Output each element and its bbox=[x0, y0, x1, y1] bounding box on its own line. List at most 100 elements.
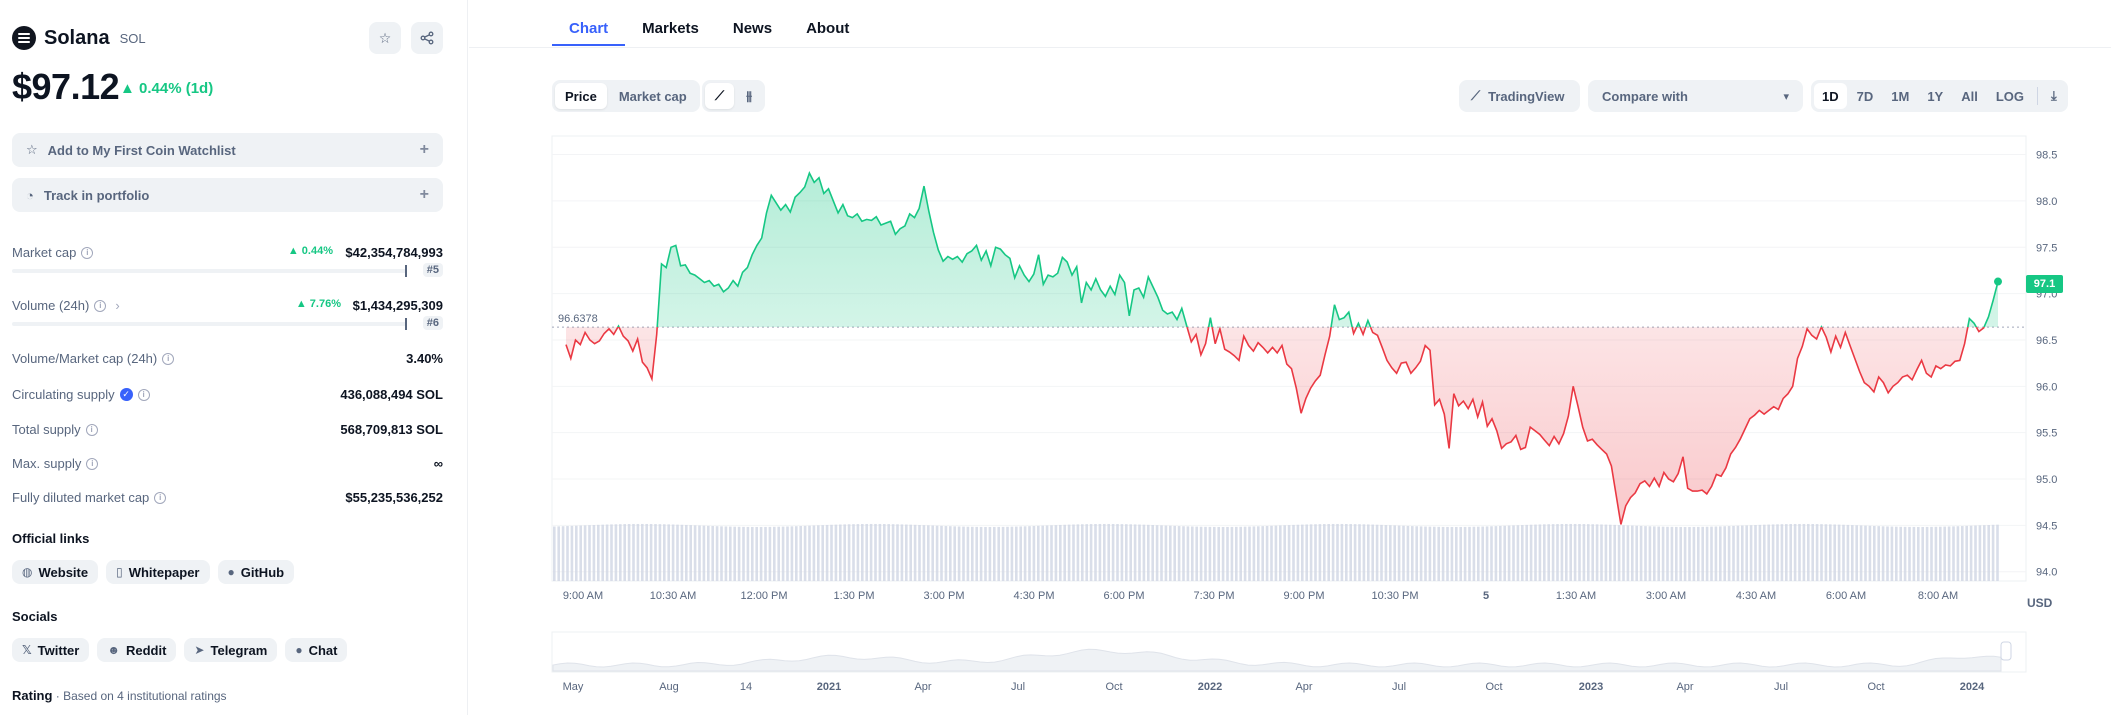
navigator-handle[interactable] bbox=[2000, 641, 2012, 661]
y-tick-label: 97.5 bbox=[2036, 242, 2057, 254]
volume-bar bbox=[896, 524, 899, 581]
share-button[interactable] bbox=[411, 22, 443, 54]
range-log[interactable]: LOG bbox=[1995, 88, 2025, 104]
volume-bar bbox=[1441, 526, 1445, 581]
range-1m[interactable]: 1M bbox=[1891, 88, 1910, 104]
volume-bar bbox=[733, 526, 736, 581]
chevron-right-icon[interactable]: › bbox=[115, 298, 120, 313]
volume-bar bbox=[702, 525, 706, 581]
coin-name: Solana bbox=[44, 26, 110, 49]
volume-bar bbox=[830, 524, 833, 581]
chip-label: Website bbox=[38, 564, 89, 580]
rank-badge: #6 bbox=[422, 316, 443, 330]
volume-bar bbox=[1415, 526, 1418, 581]
volume-bar bbox=[1235, 526, 1238, 581]
volume-bar bbox=[1525, 524, 1528, 581]
volume-bar bbox=[627, 524, 631, 581]
navigator-tick-label: 2023 bbox=[1579, 681, 1603, 693]
volume-bar bbox=[1336, 523, 1339, 581]
volume-bar bbox=[1749, 525, 1753, 581]
current-price-dot bbox=[1994, 277, 2002, 286]
volume-bar bbox=[869, 523, 873, 581]
volume-bar bbox=[931, 525, 934, 581]
volume-bar bbox=[658, 524, 662, 581]
info-icon[interactable]: i bbox=[162, 352, 175, 365]
line-chart-option[interactable]: ⟋ bbox=[705, 83, 735, 109]
volume-bar bbox=[799, 526, 802, 581]
chat-link[interactable]: ● Chat bbox=[285, 638, 348, 662]
volume-bar bbox=[1732, 525, 1735, 581]
tab-markets[interactable]: Markets bbox=[642, 20, 699, 37]
github-icon: ● bbox=[227, 565, 235, 579]
coin-symbol: SOL bbox=[119, 30, 146, 46]
volume-bar bbox=[1543, 524, 1546, 581]
whitepaper-link[interactable]: ▯ Whitepaper bbox=[106, 560, 210, 584]
volume-bar bbox=[887, 524, 890, 581]
tab-bar: Chart Markets News About bbox=[552, 0, 849, 48]
x-tick-label: 3:00 AM bbox=[1646, 590, 1686, 602]
volume-bar bbox=[843, 524, 846, 581]
telegram-icon: ➤ bbox=[194, 643, 205, 657]
tab-divider bbox=[469, 47, 2111, 48]
range-7d[interactable]: 7D bbox=[1856, 88, 1874, 104]
volume-bar bbox=[1428, 526, 1432, 581]
volume-bar bbox=[663, 524, 666, 581]
compare-dropdown[interactable]: Compare with ▾ bbox=[1588, 80, 1803, 112]
volume-bar bbox=[1873, 525, 1876, 581]
volume-bar bbox=[1195, 526, 1198, 581]
volume-bar bbox=[1327, 524, 1330, 581]
telegram-link[interactable]: ➤ Telegram bbox=[184, 638, 278, 662]
volume-bar bbox=[1569, 523, 1572, 581]
volume-bar bbox=[1631, 525, 1634, 581]
tab-about[interactable]: About bbox=[806, 20, 850, 37]
info-icon[interactable]: i bbox=[81, 246, 94, 259]
volume-bar bbox=[1987, 525, 1990, 581]
volume-bar bbox=[1952, 526, 1955, 581]
price-line-up bbox=[616, 171, 1999, 328]
volume-bar bbox=[803, 525, 807, 581]
stat-change: ▲ 0.44% bbox=[287, 245, 333, 257]
tab-chart[interactable]: Chart bbox=[552, 0, 626, 46]
volume-bar bbox=[1138, 524, 1141, 581]
volume-bar bbox=[1798, 523, 1801, 581]
volume-bar bbox=[1767, 524, 1770, 581]
download-button[interactable]: ⤓ bbox=[2043, 83, 2065, 109]
volume-bar bbox=[1243, 526, 1247, 581]
volume-bar bbox=[988, 526, 992, 581]
info-icon[interactable]: i bbox=[94, 299, 107, 312]
range-1y[interactable]: 1Y bbox=[1927, 88, 1944, 104]
candlestick-option[interactable]: ⫵ bbox=[736, 83, 762, 109]
volume-bar bbox=[1547, 524, 1550, 581]
volume-bar bbox=[1692, 526, 1696, 581]
volume-bar bbox=[1991, 524, 1995, 581]
website-link[interactable]: ◍ Website bbox=[12, 560, 99, 584]
price-option[interactable]: Price bbox=[555, 83, 607, 109]
reddit-link[interactable]: ☻ Reddit bbox=[97, 638, 177, 662]
navigator-tick-label: Oct bbox=[1485, 681, 1502, 693]
track-portfolio-button[interactable]: ◔ Track in portfolio + bbox=[12, 178, 443, 212]
volume-bar bbox=[610, 524, 613, 581]
info-icon[interactable]: i bbox=[85, 423, 98, 436]
volume-bar bbox=[1714, 526, 1718, 581]
stat-label: Circulating supply bbox=[12, 387, 115, 402]
range-all[interactable]: All bbox=[1961, 88, 1978, 104]
twitter-link[interactable]: 𝕏 Twitter bbox=[12, 638, 90, 662]
x-tick-label: 10:30 PM bbox=[1371, 590, 1418, 602]
range-1d[interactable]: 1D bbox=[1814, 83, 1847, 109]
star-button[interactable]: ☆ bbox=[369, 22, 401, 54]
tab-news[interactable]: News bbox=[732, 20, 773, 37]
github-link[interactable]: ● GitHub bbox=[217, 560, 295, 584]
volume-bar bbox=[1477, 526, 1480, 581]
market-cap-option[interactable]: Market cap bbox=[618, 88, 687, 104]
volume-bar bbox=[1037, 525, 1040, 581]
add-watchlist-button[interactable]: ☆ Add to My First Coin Watchlist + bbox=[12, 133, 443, 167]
chip-label: GitHub bbox=[240, 564, 285, 580]
volume-bar bbox=[1653, 526, 1656, 581]
info-icon[interactable]: i bbox=[154, 491, 167, 504]
price-change: ▲ 0.44% (1d) bbox=[120, 80, 214, 97]
info-icon[interactable]: i bbox=[137, 388, 150, 401]
official-links: ◍ Website ▯ Whitepaper ● GitHub bbox=[12, 560, 295, 584]
info-icon[interactable]: i bbox=[86, 457, 99, 470]
tradingview-button[interactable]: ⟋ TradingView bbox=[1459, 80, 1580, 112]
